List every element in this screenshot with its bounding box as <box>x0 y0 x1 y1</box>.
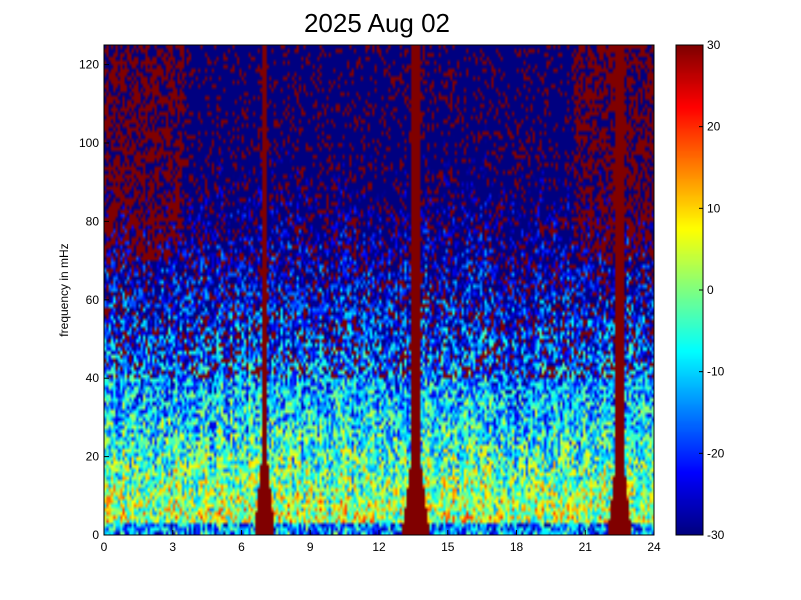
y-tick-label: 120 <box>79 58 99 72</box>
x-tick-label: 0 <box>101 540 108 554</box>
y-axis-label: frequency in mHz <box>57 243 71 336</box>
colorbar-image <box>676 45 703 535</box>
y-tick-label: 80 <box>86 214 100 228</box>
y-tick-label: 20 <box>86 450 100 464</box>
x-tick-label: 18 <box>510 540 524 554</box>
x-axis: 0 3 6 9 12 15 18 21 24 <box>101 530 661 554</box>
x-tick-label: 12 <box>372 540 386 554</box>
x-tick-label: 9 <box>307 540 314 554</box>
colorbar-tick-label: 20 <box>707 120 721 134</box>
x-tick-label: 3 <box>169 540 176 554</box>
y-tick-label: 40 <box>86 371 100 385</box>
chart-title: 2025 Aug 02 <box>304 8 450 38</box>
x-tick-label: 6 <box>238 540 245 554</box>
colorbar-tick-label: 0 <box>707 283 714 297</box>
y-tick-label: 100 <box>79 136 99 150</box>
colorbar-tick-label: -30 <box>707 528 725 542</box>
x-tick-label: 24 <box>647 540 661 554</box>
x-tick-label: 21 <box>579 540 593 554</box>
colorbar-tick-label: -10 <box>707 365 725 379</box>
y-tick-label: 0 <box>92 528 99 542</box>
y-tick-label: 60 <box>86 293 100 307</box>
colorbar-tick-label: 30 <box>707 38 721 52</box>
heatmap-image <box>104 45 654 535</box>
colorbar-tick-label: 10 <box>707 201 721 215</box>
y-axis: 0 20 40 60 80 100 120 <box>79 58 109 542</box>
colorbar-axis: 30 20 10 0 -10 -20 -30 <box>699 38 725 542</box>
x-tick-label: 15 <box>441 540 455 554</box>
colorbar-tick-label: -20 <box>707 446 725 460</box>
